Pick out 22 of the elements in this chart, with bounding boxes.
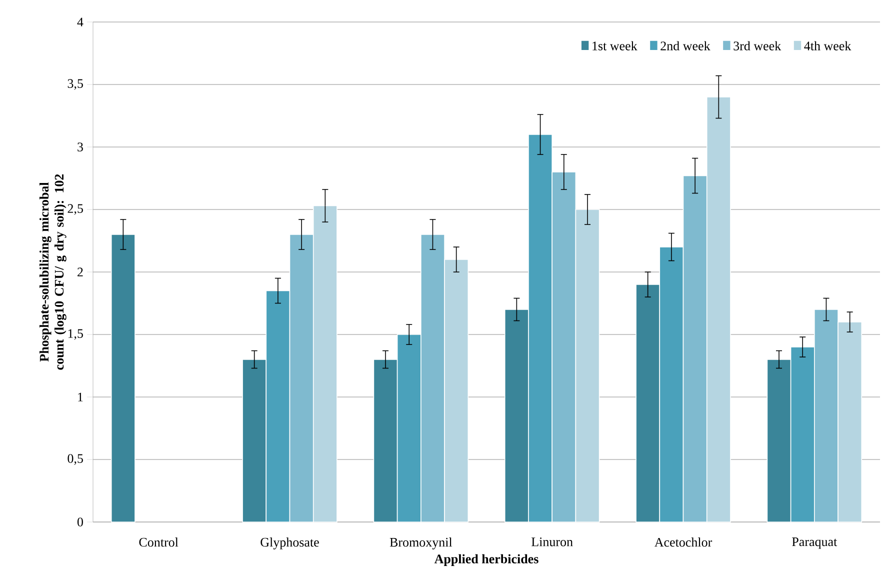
x-tick-label: Acetochlor bbox=[654, 538, 712, 547]
x-axis-title: Applied herbicides bbox=[434, 554, 538, 566]
y-axis-title: Phosphate-solubilizing microbal count (log10 CFU/ g dry soil): 102 bbox=[39, 174, 66, 370]
legend-label: 4th week bbox=[804, 41, 852, 50]
x-tick-label: Bromoxynil bbox=[390, 538, 452, 550]
y-tick-label: 2,5 bbox=[68, 204, 83, 215]
y-tick-label: 3 bbox=[78, 142, 83, 152]
legend-label: 2nd week bbox=[660, 41, 710, 50]
x-tick-label: Control bbox=[139, 538, 178, 547]
y-tick-label: 2 bbox=[78, 268, 83, 276]
x-tick-label: Linuron bbox=[532, 538, 573, 546]
bar bbox=[110, 234, 136, 522]
y-tick-label: 3,5 bbox=[68, 79, 83, 90]
legend-label: 1st week bbox=[592, 41, 638, 50]
legend-label: 3rd week bbox=[734, 41, 782, 50]
y-tick-label: 0,5 bbox=[68, 454, 83, 465]
y-tick-label: 1,5 bbox=[68, 329, 83, 340]
y-tick-label: 0 bbox=[77, 518, 83, 526]
x-tick-label: Paraquat bbox=[792, 538, 838, 549]
y-tick-label: 1 bbox=[78, 392, 83, 402]
x-tick-label: Glyphosate bbox=[260, 538, 319, 550]
y-tick-label: 4 bbox=[77, 18, 84, 26]
